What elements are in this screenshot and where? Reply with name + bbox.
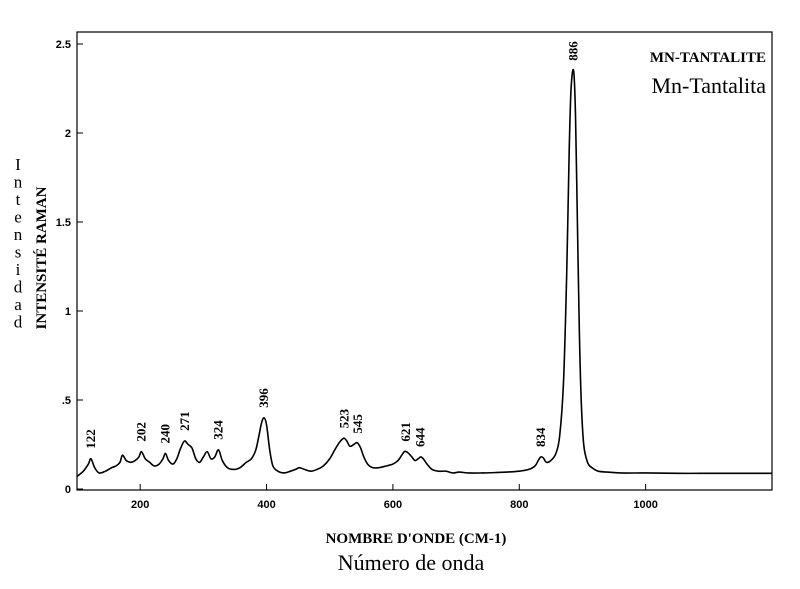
peak-label: 886 (566, 41, 581, 61)
y-tick-label: 2.5 (56, 39, 71, 51)
x-tick-label: 600 (384, 499, 402, 511)
chart-title: MN-TANTALITE (650, 50, 766, 66)
spectrum-line (76, 68, 772, 478)
x-axis-label-secondary: Número de onda (338, 550, 485, 575)
y-tick-label: 2 (65, 128, 71, 140)
peak-label: 834 (533, 427, 548, 447)
y-axis-label: INTENSITÉ RAMAN (33, 186, 50, 329)
x-tick-label: 200 (131, 499, 149, 511)
chart-subtitle: Mn-Tantalita (651, 73, 766, 98)
x-tick-label: 800 (510, 499, 528, 511)
peak-label: 271 (177, 411, 192, 431)
peak-label: 122 (83, 429, 98, 449)
peak-label: 644 (413, 427, 428, 447)
peak-label: 621 (398, 422, 413, 442)
peak-label: 396 (256, 388, 271, 408)
peak-label: 202 (133, 422, 148, 442)
x-tick-label: 1000 (633, 499, 657, 511)
y-tick-label: 0 (65, 484, 71, 496)
y-axis-ticks: 0 .5 1 1.5 2 2.5 (56, 39, 83, 496)
y-tick-label: .5 (62, 395, 71, 407)
y-tick-label: 1 (65, 306, 71, 318)
peak-label: 324 (211, 420, 226, 440)
y-tick-label: 1.5 (56, 217, 71, 229)
x-axis-label: NOMBRE D'ONDE (CM-1) (326, 531, 507, 547)
plot-frame (76, 31, 773, 491)
x-tick-label: 400 (257, 499, 275, 511)
peak-label: 523 (336, 408, 351, 428)
x-axis-ticks: 200 400 600 800 1000 (131, 484, 658, 511)
peak-label: 545 (350, 414, 365, 434)
peak-label: 240 (158, 424, 173, 444)
